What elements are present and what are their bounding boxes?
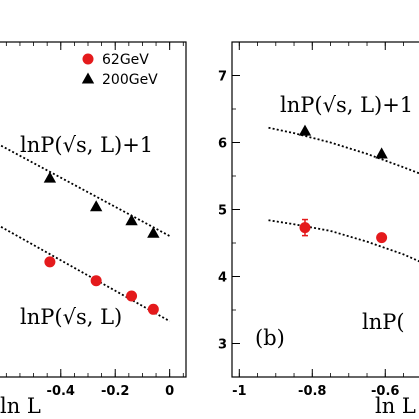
panel-label: (b): [255, 326, 285, 350]
point-200GeV: [147, 226, 160, 238]
x-axis-label: ln L: [375, 394, 416, 418]
point-62GeV: [147, 303, 159, 315]
point-62GeV: [90, 275, 102, 287]
x-tick-label: 0: [165, 384, 174, 399]
annotation-lower: lnP(: [362, 310, 405, 334]
fit-curve: [268, 126, 419, 175]
annotation-upper: lnP(√s, L)+1: [280, 93, 413, 117]
point-200GeV: [375, 147, 388, 159]
annotation-lower: lnP(√s, L): [20, 305, 122, 329]
point-200GeV: [125, 214, 138, 226]
x-tick-label: -0.8: [298, 384, 326, 399]
fit-curve: [0, 225, 171, 322]
panel-b: -1 -0.8 -0.6 3 4 5 6 7 lnP(√s, L)+1 lnP( (b) ln L: [218, 41, 419, 418]
legend-marker-200gev: [81, 72, 95, 84]
panel-a: -0.4 -0.2 0 62GeV 200GeV lnP(√s, L)+1 lnP(√s, …: [0, 41, 187, 418]
x-tick-label: -0.2: [101, 384, 129, 399]
fit-curve: [0, 144, 171, 237]
annotation-upper: lnP(√s, L)+1: [20, 133, 153, 157]
point-200GeV: [43, 171, 57, 183]
y-tick-label: 4: [218, 271, 227, 286]
y-tick-label: 7: [218, 70, 227, 85]
legend-label-200gev: 200GeV: [102, 72, 158, 88]
legend-label-62gev: 62GeV: [102, 52, 149, 68]
y-tick-label: 3: [218, 338, 227, 353]
x-tick-label: -0.6: [371, 384, 399, 399]
x-tick-label: -1: [232, 384, 246, 399]
point-200GeV: [298, 124, 312, 136]
point-62GeV: [299, 222, 311, 234]
fit-curve: [268, 219, 419, 263]
x-axis-label: ln L: [0, 394, 41, 418]
x-tick-label: -0.4: [47, 384, 75, 399]
point-62GeV: [44, 256, 56, 268]
point-62GeV: [376, 232, 388, 244]
legend-marker-62gev: [82, 53, 94, 65]
y-tick-label: 6: [218, 137, 227, 152]
y-tick-label: 5: [218, 204, 227, 219]
point-62GeV: [126, 290, 138, 302]
point-200GeV: [89, 200, 103, 212]
